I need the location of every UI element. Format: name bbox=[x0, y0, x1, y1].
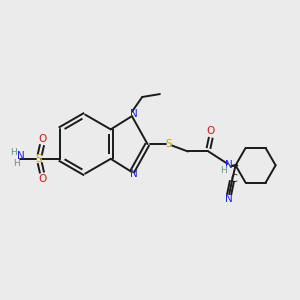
Text: N: N bbox=[130, 169, 137, 179]
Text: S: S bbox=[35, 154, 42, 164]
Text: H: H bbox=[10, 148, 17, 158]
Text: O: O bbox=[38, 174, 46, 184]
Text: O: O bbox=[38, 134, 46, 144]
Text: H: H bbox=[220, 166, 227, 175]
Text: O: O bbox=[207, 126, 215, 136]
Text: N: N bbox=[225, 194, 232, 204]
Text: H: H bbox=[14, 159, 20, 168]
Text: S: S bbox=[165, 139, 172, 149]
Text: C: C bbox=[231, 174, 238, 184]
Text: N: N bbox=[225, 160, 233, 170]
Text: N: N bbox=[17, 151, 25, 161]
Text: N: N bbox=[130, 109, 137, 119]
